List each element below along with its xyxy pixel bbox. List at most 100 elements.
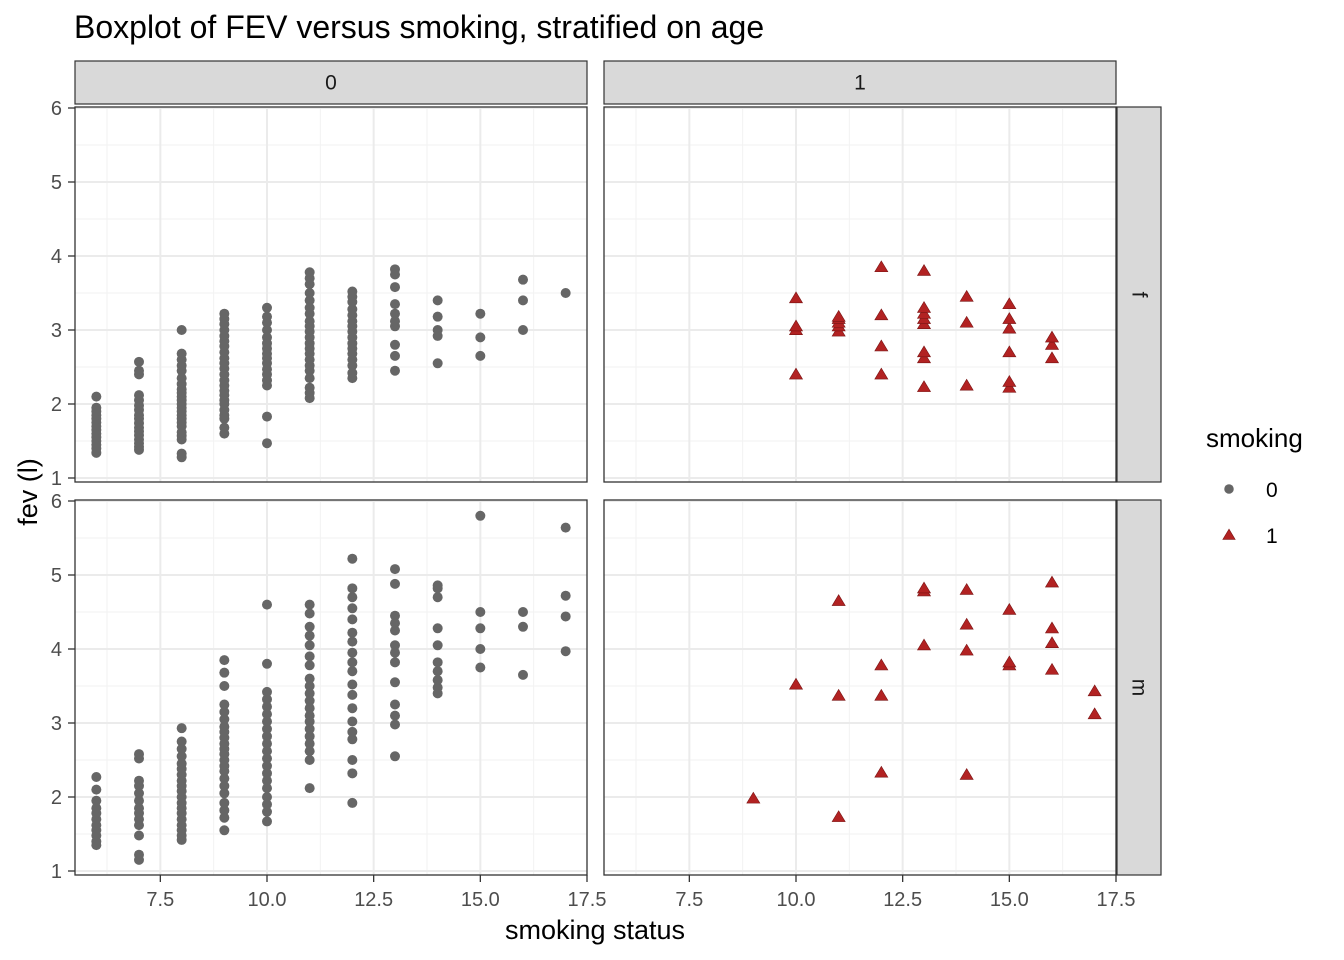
data-point	[347, 755, 358, 765]
data-point	[390, 647, 400, 658]
data-point	[134, 795, 144, 806]
data-point	[347, 304, 358, 315]
data-point	[475, 308, 486, 319]
data-point	[304, 783, 315, 794]
data-point	[304, 738, 315, 749]
data-point	[390, 282, 400, 293]
y-axis-f: 1 2 3 4 5 6	[51, 98, 75, 490]
y-tick-label: 6	[51, 98, 62, 120]
data-point	[916, 380, 932, 392]
data-point	[874, 765, 889, 778]
data-point	[518, 295, 528, 306]
data-point	[475, 510, 486, 521]
strip-label: 0	[325, 72, 337, 95]
panel-border	[603, 499, 1117, 876]
data-point	[91, 772, 102, 783]
data-point	[788, 291, 804, 304]
data-point	[219, 788, 230, 799]
data-point	[560, 522, 571, 533]
y-tick-label: 5	[51, 172, 62, 194]
data-point	[134, 775, 144, 786]
data-point	[304, 267, 315, 278]
data-point	[390, 316, 400, 327]
data-point	[959, 378, 974, 391]
data-point	[1002, 380, 1017, 393]
data-point	[390, 365, 400, 376]
data-point	[262, 701, 272, 712]
data-point	[304, 681, 315, 691]
data-point	[347, 592, 358, 603]
y-tick-label: 2	[51, 394, 62, 416]
data-point	[959, 643, 974, 656]
data-point	[959, 289, 974, 302]
strip-background	[74, 60, 588, 105]
data-point	[91, 784, 102, 795]
data-point	[134, 849, 144, 860]
data-point	[304, 373, 315, 384]
data-point	[347, 614, 358, 625]
data-point	[560, 590, 571, 601]
data-point	[304, 316, 315, 327]
data-point	[1002, 655, 1017, 668]
data-point	[1002, 297, 1017, 310]
y-tick-label: 4	[51, 639, 62, 661]
data-point	[134, 788, 144, 799]
y-tick-label: 1	[51, 468, 62, 490]
data-point	[219, 667, 230, 678]
series-0-points	[91, 510, 571, 865]
data-point	[432, 295, 443, 306]
x-tick-label: 7.5	[146, 889, 174, 911]
y-tick-label: 4	[51, 246, 62, 268]
facet-strip-col-0: 0	[74, 60, 588, 105]
data-point	[304, 295, 315, 306]
data-point	[475, 662, 486, 673]
data-point	[390, 618, 400, 629]
data-point	[432, 623, 443, 634]
data-point	[874, 658, 889, 671]
data-point	[1087, 707, 1102, 720]
legend-label: 1	[1266, 525, 1278, 548]
data-point	[390, 719, 400, 730]
data-point	[219, 721, 230, 732]
data-point	[874, 688, 889, 701]
x-tick-label: 17.5	[568, 889, 607, 911]
x-tick-label: 15.0	[990, 889, 1029, 911]
data-point	[304, 640, 315, 651]
data-point	[390, 264, 400, 275]
data-point	[176, 736, 187, 747]
panel-1-f	[604, 107, 1116, 482]
data-point	[916, 351, 932, 364]
data-point	[262, 768, 272, 779]
data-point	[304, 382, 315, 393]
data-point	[219, 825, 230, 836]
data-point	[304, 755, 315, 765]
x-tick-label: 7.5	[675, 889, 703, 911]
data-point	[788, 319, 804, 332]
panel-background	[604, 500, 1116, 875]
data-point	[262, 816, 272, 827]
data-point	[219, 422, 230, 433]
data-point	[304, 608, 315, 619]
data-point	[219, 706, 230, 717]
data-point	[432, 580, 443, 591]
data-point	[1002, 321, 1017, 334]
data-point	[134, 749, 144, 760]
data-point	[347, 286, 358, 297]
data-point	[959, 583, 974, 595]
series-0-points	[91, 264, 571, 463]
panel-background	[604, 107, 1116, 482]
data-point	[262, 723, 272, 734]
data-point	[560, 288, 571, 298]
data-point	[831, 688, 846, 701]
data-point	[176, 448, 187, 459]
facet-strip-row-m: m	[1116, 499, 1162, 876]
data-point	[304, 723, 315, 734]
y-axis-title: fev (l)	[13, 458, 43, 526]
data-point	[262, 760, 272, 771]
y-tick-label: 2	[51, 787, 62, 809]
data-point	[176, 373, 187, 384]
data-point	[390, 625, 400, 636]
data-point	[176, 758, 187, 769]
x-axis-1: 7.5 10.0 12.5 15.0 17.5	[675, 875, 1135, 911]
data-point	[874, 367, 889, 380]
